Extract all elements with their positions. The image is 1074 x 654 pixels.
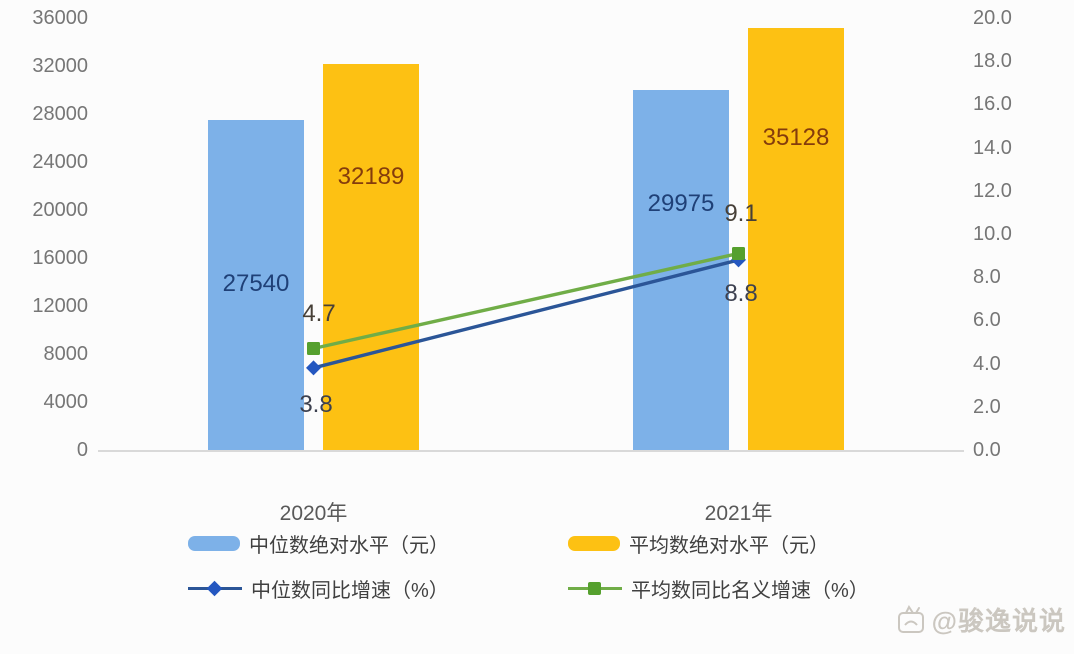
legend-item-mean-growth: 平均数同比名义增速（%） [568,576,869,602]
left-axis-tick: 12000 [32,295,88,317]
mean-line-swatch [568,581,622,596]
legend-item-median-growth: 中位数同比增速（%） [188,576,449,602]
square-marker-icon [732,246,745,260]
right-axis-tick: 2.0 [973,395,1001,418]
left-axis-tick: 24000 [32,151,88,173]
right-axis-tick: 8.0 [973,266,1001,289]
diamond-marker-icon [206,580,223,596]
right-axis-tick: 10.0 [973,223,1012,245]
bar-value-label: 35128 [762,124,830,151]
left-axis-tick: 20000 [32,199,88,221]
x-axis-category-label: 2021年 [704,502,773,525]
bar-value-label: 29975 [647,190,715,217]
right-axis-tick: 12.0 [973,179,1012,202]
legend-label-median-growth: 中位数同比增速（%） [251,579,449,602]
legend-label-median-level: 中位数绝对水平（元） [249,534,449,557]
legend-item-median-level: 中位数绝对水平（元） [188,531,449,557]
left-axis-tick: 0 [76,439,88,461]
bar-value-label: 32189 [337,163,405,190]
bar-mean-2021年 [748,28,844,450]
square-marker-icon [307,341,320,355]
left-axis-tick: 28000 [32,103,88,125]
right-axis-tick: 18.0 [973,50,1012,73]
diamond-marker-icon [306,360,321,376]
left-axis-tick: 32000 [32,55,88,77]
right-axis-tick: 20.0 [973,7,1012,29]
legend-label-mean-level: 平均数绝对水平（元） [629,534,829,557]
x-axis-category-label: 2020年 [279,502,348,525]
bar-value-label: 27540 [222,270,290,297]
right-axis-tick: 16.0 [973,93,1012,116]
square-marker-icon [588,581,601,595]
mean-bar-swatch [568,535,620,551]
line-value-label: 4.7 [302,300,336,327]
bar-median-2020年 [208,119,304,450]
left-axis-tick: 8000 [43,343,89,365]
diamond-marker-icon [731,252,746,268]
legend-item-mean-level: 平均数绝对水平（元） [568,531,829,557]
left-axis-tick: 4000 [43,391,89,413]
line-value-label: 9.1 [724,200,758,227]
right-axis-tick: 6.0 [973,309,1001,332]
right-axis-tick: 14.0 [973,136,1012,159]
right-axis-tick: 0.0 [973,439,1001,461]
watermark-text: @骏逸说说 [931,606,1066,636]
bar-median-2021年 [633,90,729,450]
line-value-label: 3.8 [299,391,333,418]
median-bar-swatch [188,535,240,551]
watermark: @骏逸说说 [896,601,1066,638]
left-axis-tick: 36000 [32,7,88,29]
right-axis-tick: 4.0 [973,352,1001,375]
line-value-label: 8.8 [724,280,758,307]
x-axis-line [98,450,964,452]
median-line-swatch [188,580,242,596]
watermark-logo-icon [897,604,924,633]
legend-label-mean-growth: 平均数同比名义增速（%） [631,579,869,602]
left-axis-tick: 16000 [32,247,88,269]
